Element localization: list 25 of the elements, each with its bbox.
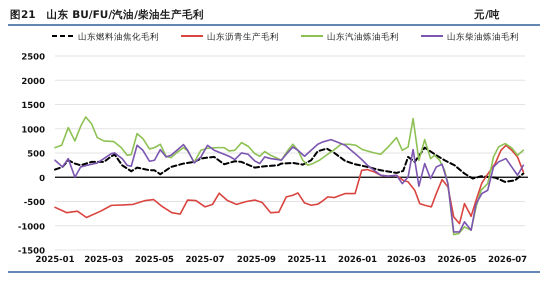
y-tick-label: 500 (27, 150, 46, 160)
ylabel: 元/吨 (474, 9, 500, 21)
y-tick-label: -1000 (18, 222, 46, 232)
x-tick-label: 2025-11 (287, 255, 327, 265)
y-tick-label: -1500 (18, 246, 46, 256)
x-tick-label: 2026-07 (488, 255, 528, 265)
legend-label: 山东沥青生产毛利 (207, 32, 279, 42)
y-tick-label: 2500 (21, 52, 46, 62)
x-tick-label: 2025-09 (236, 255, 276, 265)
y-tick-label: -500 (24, 198, 46, 208)
title: 图21 山东 BU/FU/汽油/柴油生产毛利 (10, 9, 204, 21)
y-tick-label: 0 (39, 174, 46, 184)
x-tick-label: 2025-01 (35, 255, 75, 265)
y-tick-label: 1000 (21, 125, 46, 136)
y-tick-label: 2000 (21, 76, 46, 87)
x-tick-label: 2025-05 (134, 255, 174, 265)
x-tick-label: 2026-05 (438, 255, 477, 265)
legend-label: 山东柴油炼油毛利 (447, 32, 519, 42)
x-tick-label: 2026-01 (338, 255, 378, 265)
legend-label: 山东汽油炼油毛利 (327, 32, 399, 42)
x-tick-label: 2025-03 (84, 255, 124, 265)
x-tick-label: 2026-03 (386, 255, 426, 265)
y-tick-label: 1500 (21, 101, 46, 111)
x-tick-label: 2025-07 (186, 255, 225, 265)
legend-label: 山东燃料油焦化毛利 (78, 32, 159, 42)
